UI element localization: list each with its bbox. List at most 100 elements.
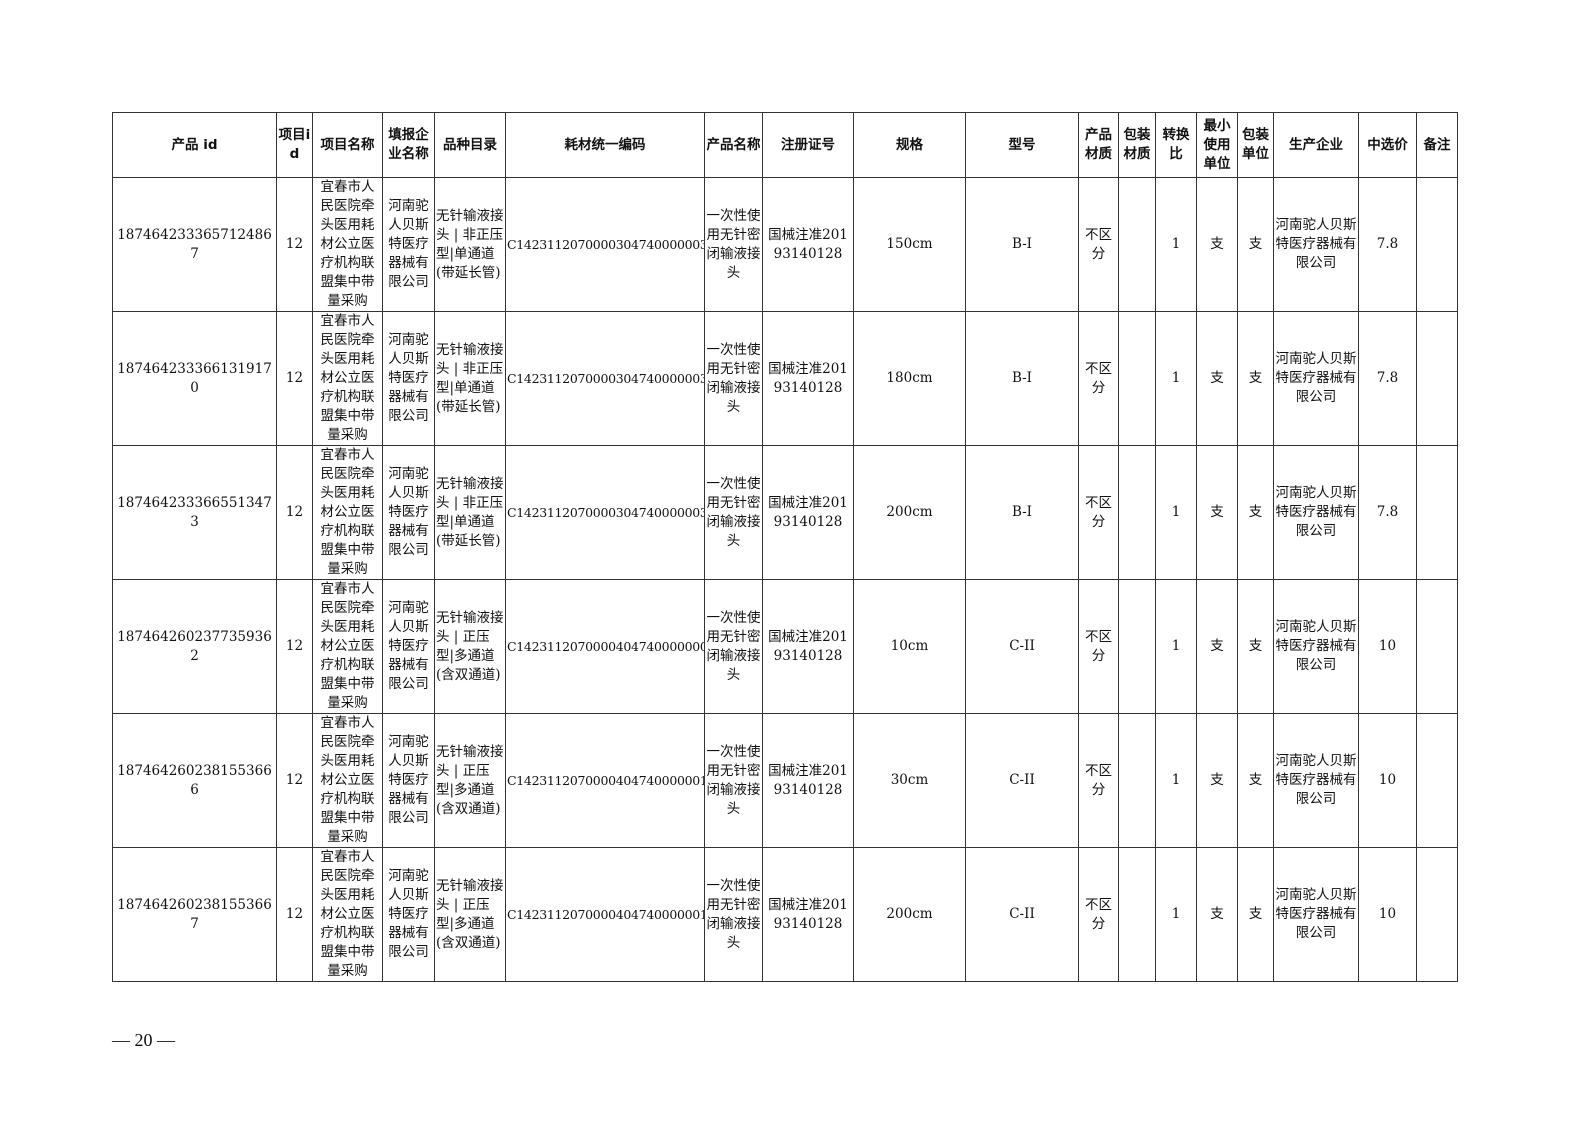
cell-package-material <box>1118 311 1156 446</box>
cell-category: 无针输液接头 | 正压型|多通道(含双通道) <box>434 713 506 848</box>
cell-registration-no: 国械注准20193140128 <box>762 713 854 848</box>
cell-min-unit: 支 <box>1196 177 1238 312</box>
cell-category: 无针输液接头 | 非正压型|单通道(带延长管) <box>434 311 506 446</box>
cell-reporting-company: 河南驼人贝斯特医疗器械有限公司 <box>382 847 435 982</box>
cell-winning-price: 10 <box>1358 713 1417 848</box>
cell-reporting-company: 河南驼人贝斯特医疗器械有限公司 <box>382 445 435 580</box>
cell-package-material <box>1118 579 1156 714</box>
cell-conversion-ratio: 1 <box>1155 579 1197 714</box>
cell-package-unit: 支 <box>1237 177 1274 312</box>
header-min-unit: 最小使用单位 <box>1196 112 1238 178</box>
cell-min-unit: 支 <box>1196 847 1238 982</box>
cell-product-name: 一次性使用无针密闭输液接头 <box>704 311 763 446</box>
header-conversion-ratio: 转换比 <box>1155 112 1197 178</box>
header-consumable-code: 耗材统一编码 <box>505 112 705 178</box>
cell-product-material: 不区分 <box>1078 579 1119 714</box>
header-project-id: 项目id <box>276 112 313 178</box>
header-project-name: 项目名称 <box>312 112 383 178</box>
table-row: 1874642333661319170 12 宜春市人民医院牵头医用耗材公立医疗机构… <box>112 311 1458 446</box>
table-row: 1874642333657124867 12 宜春市人民医院牵头医用耗材公立医疗机构… <box>112 177 1458 312</box>
header-registration-no: 注册证号 <box>762 112 854 178</box>
cell-model: C-II <box>965 713 1079 848</box>
cell-project-id: 12 <box>276 311 313 446</box>
cell-model: B-I <box>965 445 1079 580</box>
cell-remarks <box>1416 713 1458 848</box>
cell-package-material <box>1118 713 1156 848</box>
table-header-row: 产品 id 项目id 项目名称 填报企业名称 品种目录 耗材统一编码 产品名称 注册证号 规格型… <box>112 112 1458 178</box>
cell-winning-price: 7.8 <box>1358 177 1417 312</box>
cell-manufacturer: 河南驼人贝斯特医疗器械有限公司 <box>1273 579 1359 714</box>
cell-manufacturer: 河南驼人贝斯特医疗器械有限公司 <box>1273 311 1359 446</box>
cell-package-unit: 支 <box>1237 847 1274 982</box>
cell-remarks <box>1416 847 1458 982</box>
cell-registration-no: 国械注准20193140128 <box>762 311 854 446</box>
cell-package-material <box>1118 847 1156 982</box>
cell-product-id: 1874642602381553666 <box>112 713 277 848</box>
cell-consumable-code: C14231120700004047400000004 <box>505 579 705 714</box>
procurement-table: 产品 id 项目id 项目名称 填报企业名称 品种目录 耗材统一编码 产品名称 注册证号 规格型… <box>112 112 1458 982</box>
cell-manufacturer: 河南驼人贝斯特医疗器械有限公司 <box>1273 445 1359 580</box>
cell-winning-price: 7.8 <box>1358 311 1417 446</box>
cell-product-id: 1874642602381553667 <box>112 847 277 982</box>
cell-spec: 30cm <box>853 713 966 848</box>
cell-project-name: 宜春市人民医院牵头医用耗材公立医疗机构联盟集中带量采购 <box>312 847 383 982</box>
cell-project-name: 宜春市人民医院牵头医用耗材公立医疗机构联盟集中带量采购 <box>312 579 383 714</box>
table-row: 1874642602381553666 12 宜春市人民医院牵头医用耗材公立医疗机构… <box>112 713 1458 848</box>
cell-project-id: 12 <box>276 177 313 312</box>
cell-category: 无针输液接头 | 非正压型|单通道(带延长管) <box>434 177 506 312</box>
cell-registration-no: 国械注准20193140128 <box>762 579 854 714</box>
header-product-material: 产品材质 <box>1078 112 1119 178</box>
cell-registration-no: 国械注准20193140128 <box>762 847 854 982</box>
cell-conversion-ratio: 1 <box>1155 847 1197 982</box>
cell-consumable-code: C14231120700004047400000010 <box>505 713 705 848</box>
cell-package-unit: 支 <box>1237 311 1274 446</box>
cell-conversion-ratio: 1 <box>1155 713 1197 848</box>
cell-winning-price: 10 <box>1358 847 1417 982</box>
cell-product-id: 1874642602377359362 <box>112 579 277 714</box>
cell-manufacturer: 河南驼人贝斯特医疗器械有限公司 <box>1273 713 1359 848</box>
cell-remarks <box>1416 177 1458 312</box>
table-row: 1874642602381553667 12 宜春市人民医院牵头医用耗材公立医疗机构… <box>112 847 1458 982</box>
cell-min-unit: 支 <box>1196 445 1238 580</box>
cell-project-id: 12 <box>276 445 313 580</box>
cell-remarks <box>1416 445 1458 580</box>
header-category: 品种目录 <box>434 112 506 178</box>
cell-spec: 10cm <box>853 579 966 714</box>
cell-package-material <box>1118 177 1156 312</box>
cell-remarks <box>1416 311 1458 446</box>
cell-spec: 200cm <box>853 445 966 580</box>
cell-consumable-code: C14231120700003047400000037 <box>505 311 705 446</box>
cell-model: C-II <box>965 579 1079 714</box>
cell-product-name: 一次性使用无针密闭输液接头 <box>704 177 763 312</box>
header-product-name: 产品名称 <box>704 112 763 178</box>
cell-project-id: 12 <box>276 579 313 714</box>
cell-project-id: 12 <box>276 847 313 982</box>
cell-spec: 180cm <box>853 311 966 446</box>
cell-min-unit: 支 <box>1196 579 1238 714</box>
cell-reporting-company: 河南驼人贝斯特医疗器械有限公司 <box>382 311 435 446</box>
cell-product-material: 不区分 <box>1078 445 1119 580</box>
cell-registration-no: 国械注准20193140128 <box>762 177 854 312</box>
header-remarks: 备注 <box>1416 112 1458 178</box>
header-manufacturer: 生产企业 <box>1273 112 1359 178</box>
cell-product-id: 1874642333657124867 <box>112 177 277 312</box>
cell-min-unit: 支 <box>1196 311 1238 446</box>
cell-project-name: 宜春市人民医院牵头医用耗材公立医疗机构联盟集中带量采购 <box>312 311 383 446</box>
cell-spec: 150cm <box>853 177 966 312</box>
cell-consumable-code: C14231120700003047400000035 <box>505 177 705 312</box>
cell-registration-no: 国械注准20193140128 <box>762 445 854 580</box>
cell-reporting-company: 河南驼人贝斯特医疗器械有限公司 <box>382 579 435 714</box>
cell-project-name: 宜春市人民医院牵头医用耗材公立医疗机构联盟集中带量采购 <box>312 713 383 848</box>
cell-package-material <box>1118 445 1156 580</box>
cell-manufacturer: 河南驼人贝斯特医疗器械有限公司 <box>1273 847 1359 982</box>
cell-model: B-I <box>965 177 1079 312</box>
cell-category: 无针输液接头 | 正压型|多通道(含双通道) <box>434 847 506 982</box>
cell-package-unit: 支 <box>1237 713 1274 848</box>
cell-package-unit: 支 <box>1237 579 1274 714</box>
cell-product-name: 一次性使用无针密闭输液接头 <box>704 445 763 580</box>
header-winning-price: 中选价 <box>1358 112 1417 178</box>
header-reporting-company: 填报企业名称 <box>382 112 435 178</box>
table-row: 1874642602377359362 12 宜春市人民医院牵头医用耗材公立医疗机构… <box>112 579 1458 714</box>
cell-conversion-ratio: 1 <box>1155 311 1197 446</box>
cell-product-name: 一次性使用无针密闭输液接头 <box>704 847 763 982</box>
